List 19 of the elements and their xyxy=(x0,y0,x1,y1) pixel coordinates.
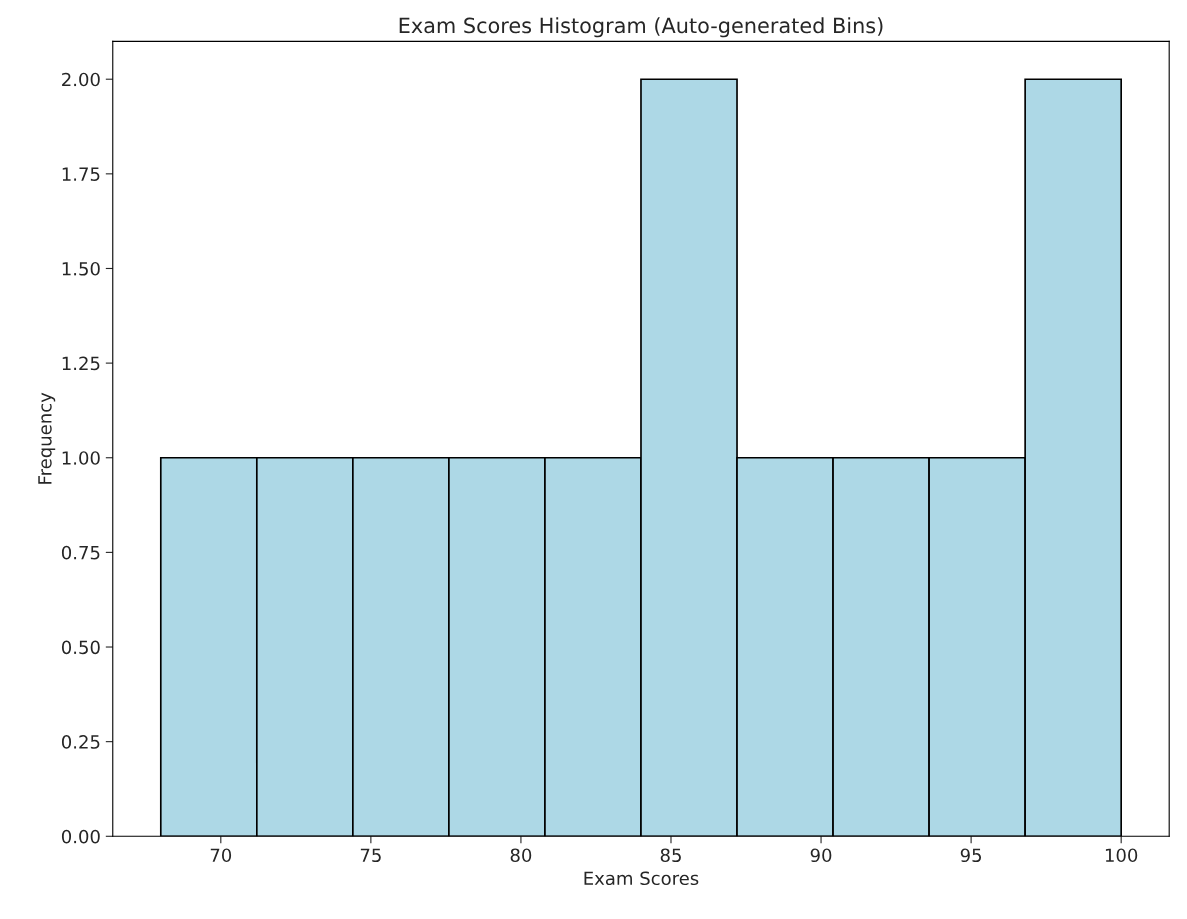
x-tick-label: 90 xyxy=(810,848,832,863)
y-tick-label: 1.75 xyxy=(62,167,100,181)
x-tick-label: 80 xyxy=(510,848,532,863)
y-tick-label: 0.50 xyxy=(61,640,100,655)
chart-title: Exam Scores Histogram (Auto-generated Bins) xyxy=(399,17,883,38)
x-axis-title: Exam Scores xyxy=(584,871,699,886)
y-axis-title: Frequency xyxy=(38,392,56,484)
x-tick-label: 100 xyxy=(1105,848,1138,863)
x-tick-label: 95 xyxy=(960,848,982,863)
x-tick-label: 85 xyxy=(660,848,681,863)
y-tick-label: 0.25 xyxy=(61,735,100,749)
y-tick-label: 0.00 xyxy=(61,829,100,844)
y-tick-label: 0.75 xyxy=(61,545,100,560)
x-tick-label: 75 xyxy=(360,848,381,863)
y-tick-label: 1.25 xyxy=(62,356,100,371)
y-tick-label: 2.00 xyxy=(62,72,100,87)
y-tick-label: 1.50 xyxy=(62,261,100,276)
y-tick-label: 1.00 xyxy=(62,451,100,465)
x-tick-label: 70 xyxy=(210,848,232,863)
